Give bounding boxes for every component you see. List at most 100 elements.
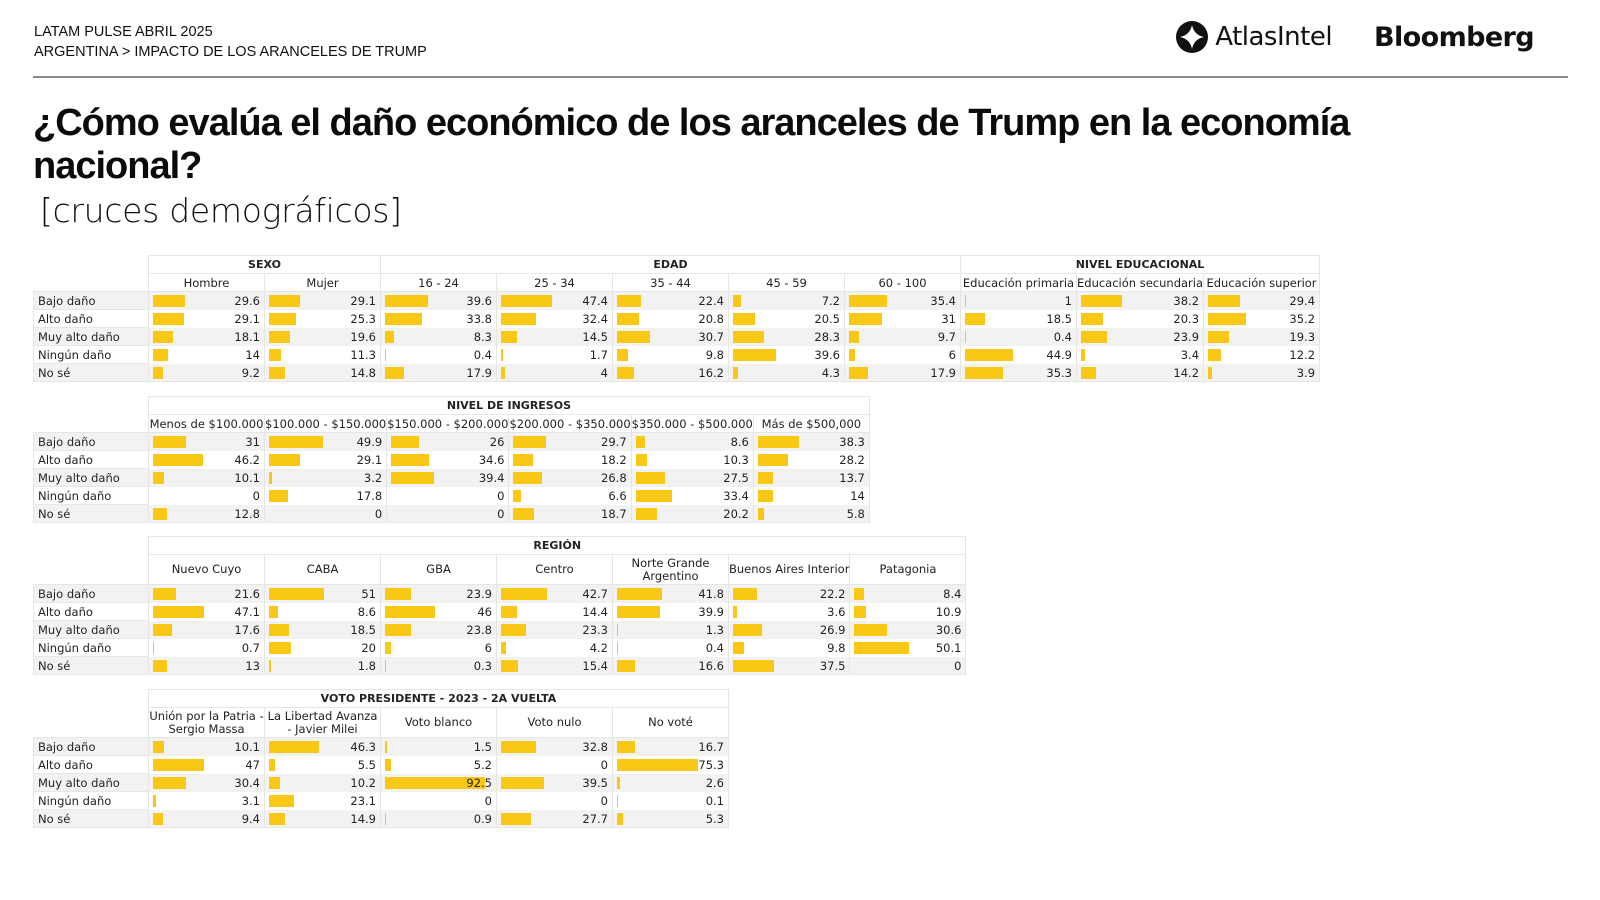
data-label: 6 — [948, 347, 956, 362]
data-cell: 47.4 — [496, 291, 613, 310]
data-bar — [153, 295, 185, 307]
data-bar — [1081, 330, 1107, 343]
data-bar — [269, 366, 285, 379]
column-header: Buenos Aires Interior — [727, 554, 851, 585]
column-header: Voto blanco — [380, 707, 497, 738]
report-header: LATAM PULSE ABRIL 2025 ARGENTINA > IMPAC… — [34, 22, 427, 62]
table-row: Muy alto daño 18.1 19.6 8.3 14.5 30.7 28.3 9.7 0… — [33, 327, 1321, 346]
data-label: 5.8 — [846, 506, 865, 521]
crosstab-table: NIVEL DE INGRESOS Menos de $100.000 $100.0… — [33, 396, 870, 523]
table-row: Ningún daño 0.7 20 6 4.2 0.4 9.8 50.1 — [33, 638, 967, 657]
data-cell: 3.1 — [148, 791, 265, 810]
data-cell: 35.4 — [844, 291, 961, 310]
data-label: 21.6 — [234, 587, 260, 601]
data-bar — [391, 471, 434, 484]
row-label: No sé — [33, 363, 149, 382]
data-bar — [733, 605, 737, 618]
data-label: 29.4 — [1289, 294, 1316, 308]
data-label: 10.2 — [350, 775, 376, 790]
data-label: 47 — [245, 757, 260, 772]
data-label: 49.9 — [356, 435, 383, 449]
table-row: Muy alto daño 30.4 10.2 92.5 39.5 2.6 — [33, 773, 729, 792]
data-bar — [1081, 348, 1085, 361]
data-cell: 9.8 — [612, 345, 729, 364]
data-cell: 27.5 — [630, 468, 754, 487]
crosstab-table: REGIÓN Nuevo Cuyo CABA GBA Centro Norte Grand… — [33, 536, 967, 675]
data-label: 4.3 — [821, 365, 840, 380]
table-row: Alto daño 29.1 25.3 33.8 32.4 20.8 20.5 31 18.5 2… — [33, 309, 1321, 328]
data-cell: 14.9 — [264, 809, 381, 828]
data-label: 46 — [477, 604, 492, 619]
data-label: 15.4 — [582, 658, 608, 673]
data-label: 14.8 — [350, 365, 376, 380]
data-label: 51 — [361, 587, 376, 601]
data-bar — [501, 366, 506, 379]
data-bar — [617, 366, 635, 379]
data-bar — [385, 776, 485, 789]
data-bar — [965, 312, 985, 325]
column-header: $350.000 - $500.000 — [630, 414, 754, 433]
data-bar — [513, 453, 534, 466]
data-label: 26.8 — [601, 470, 627, 485]
data-bar — [269, 295, 301, 307]
column-header: Educación superior — [1203, 273, 1321, 292]
data-cell: 29.4 — [1203, 291, 1321, 310]
data-cell: 22.2 — [727, 584, 851, 603]
data-label: 27.5 — [723, 470, 749, 485]
data-cell: 7.2 — [728, 291, 845, 310]
data-bar — [757, 471, 773, 484]
data-label: 0.1 — [705, 793, 724, 808]
data-label: 9.8 — [827, 640, 846, 655]
data-bar — [501, 605, 517, 618]
data-cell: 1.8 — [264, 656, 381, 675]
data-label: 29.1 — [350, 294, 376, 308]
data-bar — [617, 312, 640, 325]
data-bar — [269, 330, 291, 343]
data-bar — [153, 776, 186, 789]
table-row: Ningún daño 0 17.8 0 6.6 33.4 14 — [33, 486, 870, 505]
data-cell: 0 — [263, 504, 388, 523]
data-label: 10.3 — [723, 452, 749, 467]
data-label: 33.4 — [723, 488, 749, 503]
data-cell: 3.6 — [727, 602, 851, 621]
data-label: 17.9 — [930, 365, 956, 380]
data-label: 75.3 — [698, 757, 724, 772]
table-corner — [33, 689, 149, 708]
column-header: La Libertad Avanza - Javier Milei — [264, 707, 381, 738]
data-label: 0 — [374, 506, 383, 521]
table-row: Alto daño 47.1 8.6 46 14.4 39.9 3.6 10.9 — [33, 602, 967, 621]
data-cell: 9.4 — [148, 809, 265, 828]
data-cell: 8.3 — [380, 327, 497, 346]
data-bar — [1208, 366, 1213, 379]
data-cell: 9.7 — [844, 327, 961, 346]
data-label: 14.9 — [350, 811, 376, 826]
data-cell: 4 — [496, 363, 613, 382]
row-label: Alto daño — [33, 450, 149, 469]
data-cell: 14.5 — [496, 327, 613, 346]
data-bar — [1081, 312, 1103, 325]
data-cell: 3.2 — [263, 468, 388, 487]
data-label: 8.3 — [473, 329, 492, 344]
data-cell: 3.4 — [1075, 345, 1205, 364]
data-bar — [849, 366, 869, 379]
data-cell: 0 — [849, 656, 967, 675]
data-bar — [854, 588, 864, 600]
data-label: 20.3 — [1173, 311, 1200, 326]
data-label: 41.8 — [698, 587, 724, 601]
data-label: 39.4 — [478, 470, 505, 485]
data-label: 17.6 — [234, 622, 260, 637]
atlasintel-wordmark: AtlasIntel — [1215, 22, 1333, 52]
data-label: 2.6 — [705, 775, 724, 790]
column-header: Patagonia — [849, 554, 967, 585]
data-bar — [733, 295, 741, 307]
column-header: No voté — [612, 707, 729, 738]
data-cell: 30.7 — [612, 327, 729, 346]
data-cell: 46.2 — [148, 450, 265, 469]
data-bar — [385, 741, 387, 753]
data-label: 12.2 — [1289, 347, 1316, 362]
report-series: LATAM PULSE ABRIL 2025 — [34, 24, 213, 40]
data-cell: 32.8 — [496, 737, 613, 756]
data-label: 0 — [954, 658, 962, 673]
row-label: Ningún daño — [33, 345, 149, 364]
data-label: 38.2 — [1173, 294, 1200, 308]
